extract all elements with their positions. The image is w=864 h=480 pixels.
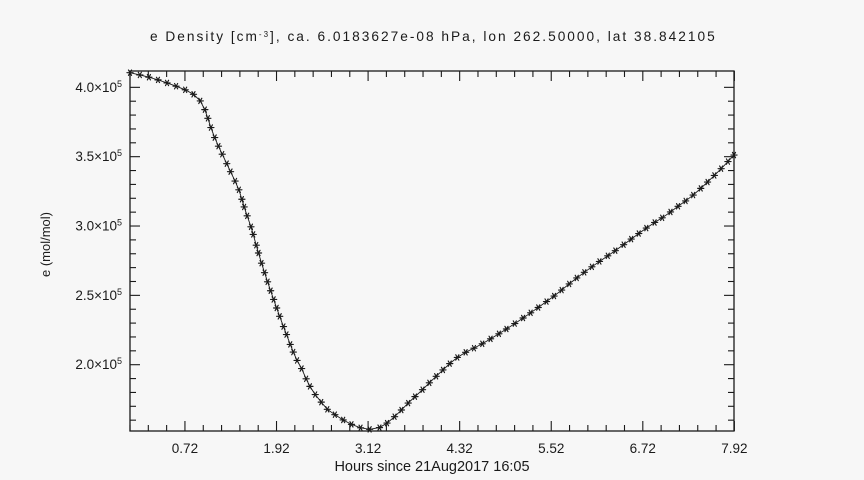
svg-text:3.0×105: 3.0×105: [75, 218, 122, 234]
svg-text:2.0×105: 2.0×105: [75, 356, 122, 372]
svg-text:4.32: 4.32: [447, 441, 473, 456]
svg-text:e Density [cm-3], ca. 6.018362: e Density [cm-3], ca. 6.0183627e-08 hPa,…: [150, 29, 717, 44]
svg-text:7.92: 7.92: [721, 441, 747, 456]
svg-text:0.72: 0.72: [172, 441, 198, 456]
svg-text:6.72: 6.72: [630, 441, 656, 456]
svg-text:3.5×105: 3.5×105: [75, 148, 122, 164]
svg-text:4.0×105: 4.0×105: [75, 79, 122, 95]
svg-text:1.92: 1.92: [263, 441, 289, 456]
svg-text:3.12: 3.12: [355, 441, 381, 456]
svg-text:2.5×105: 2.5×105: [75, 287, 122, 303]
svg-text:5.52: 5.52: [538, 441, 564, 456]
svg-text:e (mol/mol): e (mol/mol): [38, 212, 53, 277]
svg-text:Hours since 21Aug2017 16:05: Hours since 21Aug2017 16:05: [334, 459, 529, 475]
